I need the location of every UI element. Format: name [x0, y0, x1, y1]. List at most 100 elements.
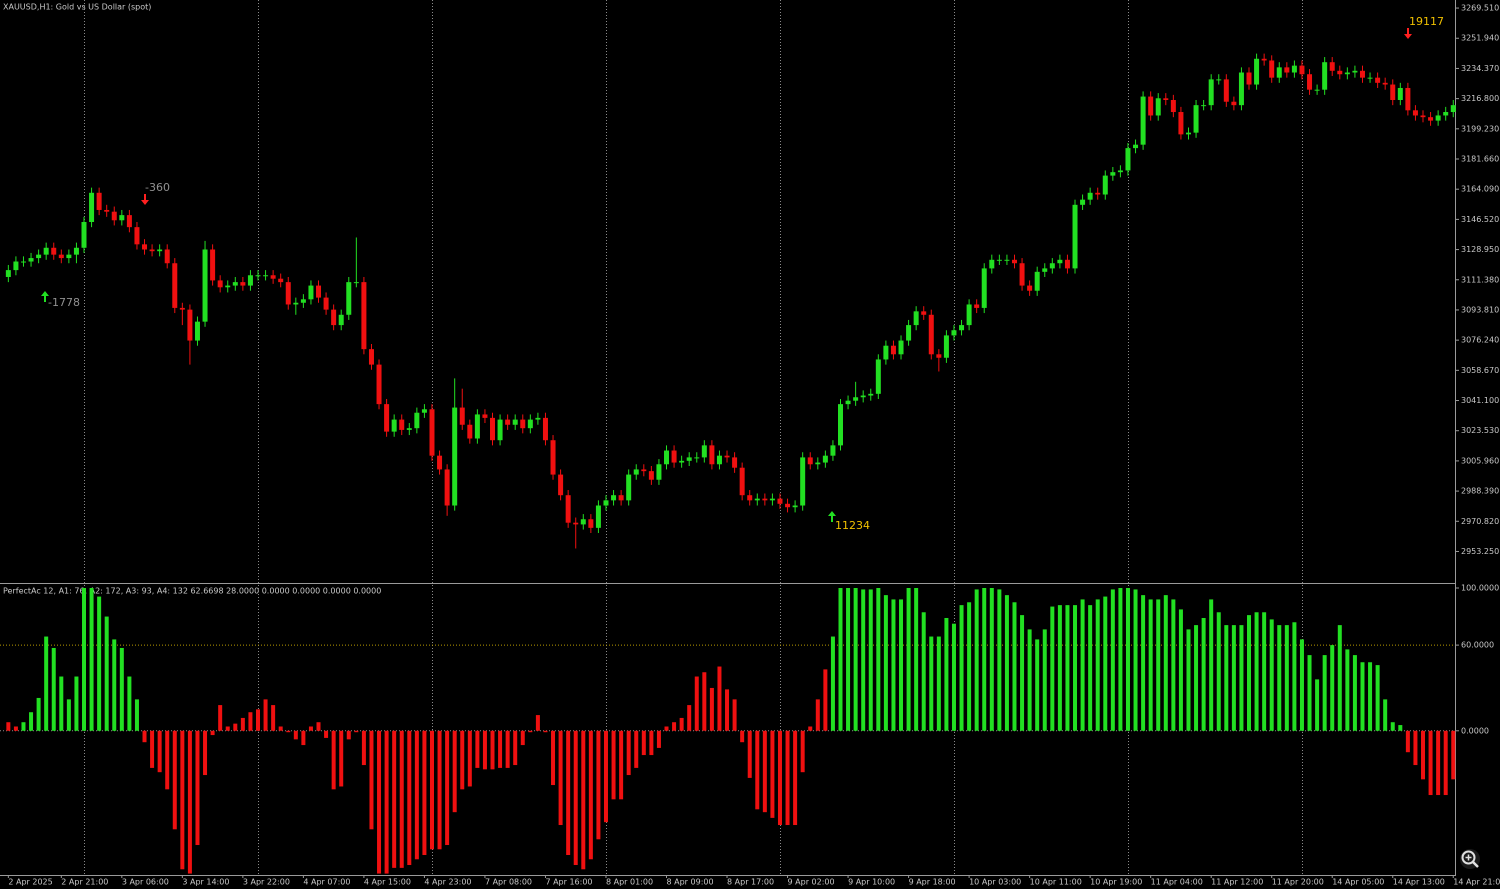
signal-arrow	[1404, 28, 1412, 39]
zoom-handle[interactable]	[1472, 861, 1479, 868]
histogram-bar	[868, 589, 873, 731]
candle-body	[1254, 58, 1260, 85]
histogram-bar	[1231, 625, 1236, 731]
candle-body	[800, 457, 806, 506]
histogram-bar	[1368, 662, 1373, 731]
candle-body	[1420, 115, 1426, 118]
histogram-bar	[180, 730, 185, 870]
histogram-bar	[1178, 609, 1183, 731]
candle-body	[1299, 65, 1305, 75]
histogram-bar	[982, 587, 987, 731]
y-tick-label: 3269.510	[1461, 4, 1499, 13]
y-tick-label: 3251.940	[1461, 34, 1499, 43]
histogram-bar	[1421, 730, 1426, 780]
histogram-bar	[1360, 662, 1365, 731]
histogram-bar	[1436, 730, 1441, 796]
histogram-bar	[13, 726, 18, 731]
histogram-bar	[104, 616, 109, 731]
histogram-bar	[649, 730, 654, 756]
histogram-bar	[377, 730, 382, 874]
y-tick-label: 3076.240	[1461, 336, 1499, 345]
signal-arrow	[141, 194, 149, 205]
annotation: -1778	[48, 296, 80, 309]
candle-body	[164, 249, 170, 264]
histogram-bar	[445, 730, 450, 846]
candle-body	[293, 302, 299, 305]
candle-body	[285, 282, 291, 305]
histogram-bar	[399, 730, 404, 868]
candle-body	[1223, 79, 1229, 102]
histogram-bar	[218, 705, 223, 731]
histogram-bar	[770, 730, 775, 818]
indicator-title: PerfectAc 12, A1: 76, A2: 172, A3: 93, A…	[3, 587, 381, 596]
candle-body	[36, 254, 42, 259]
x-tick-label: 11 Apr 04:00	[1151, 878, 1203, 887]
x-tick-label: 10 Apr 03:00	[969, 878, 1021, 887]
histogram-bar	[679, 717, 684, 731]
candle-body	[959, 325, 965, 331]
histogram-bar	[641, 730, 646, 756]
histogram-bar	[346, 730, 351, 740]
candle-body	[73, 247, 79, 255]
candle-body	[1208, 79, 1214, 106]
chart-title: XAUUSD,H1: Gold vs US Dollar (spot)	[3, 3, 151, 12]
histogram-bar	[1141, 595, 1146, 731]
histogram-bar	[1405, 730, 1410, 753]
histogram-bar	[452, 730, 457, 813]
annotation: -360	[145, 181, 170, 194]
histogram-bar	[66, 699, 71, 731]
candle-body	[368, 349, 374, 365]
candle-body	[1397, 87, 1403, 101]
x-tick-label: 8 Apr 09:00	[667, 878, 714, 887]
candle-body	[838, 404, 843, 446]
candle-body	[270, 275, 276, 279]
candle-body	[1140, 96, 1146, 145]
x-tick-label: 11 Apr 12:00	[1211, 878, 1263, 887]
candle-body	[1231, 101, 1237, 106]
zoom-lens[interactable]	[1461, 850, 1476, 865]
candle-body	[429, 409, 435, 456]
x-tick-label: 14 Apr 05:00	[1332, 878, 1384, 887]
candle-body	[459, 407, 465, 425]
candle-body	[505, 419, 511, 425]
histogram-bar	[581, 730, 586, 870]
candle-body	[263, 275, 269, 277]
candle-body	[890, 345, 896, 355]
candle-body	[217, 280, 223, 288]
candle-body	[664, 450, 670, 465]
histogram-bar	[709, 687, 714, 731]
y-tick-label: 3093.810	[1461, 305, 1499, 314]
x-tick-label: 10 Apr 19:00	[1090, 878, 1142, 887]
x-tick-label: 14 Apr 21:00	[1453, 878, 1500, 887]
histogram-bar	[1383, 699, 1388, 731]
histogram-bar	[112, 639, 117, 731]
x-tick-label: 7 Apr 08:00	[485, 878, 532, 887]
y-tick-label: 3234.370	[1461, 64, 1499, 73]
candle-body	[1193, 105, 1199, 133]
candle-body	[96, 192, 102, 210]
histogram-bar	[1292, 622, 1297, 731]
histogram-bar	[460, 730, 465, 790]
candle-body	[989, 259, 995, 269]
candle-body	[701, 445, 707, 458]
histogram-bar	[1224, 625, 1229, 731]
histogram-bar	[293, 730, 298, 740]
histogram-bar	[793, 730, 798, 826]
candle-body	[951, 330, 957, 336]
histogram-bar	[785, 730, 790, 826]
candle-body	[1337, 70, 1343, 75]
histogram-bar	[861, 589, 866, 731]
histogram-bar	[1027, 629, 1032, 731]
candle-body	[437, 455, 443, 470]
histogram-bar	[899, 599, 904, 731]
histogram-bar	[974, 589, 979, 731]
histogram-bar	[1428, 730, 1433, 796]
y-tick-label: 3111.380	[1461, 275, 1499, 284]
y-tick-label: 3058.670	[1461, 366, 1499, 375]
annotation: 11234	[835, 519, 870, 532]
candle-body	[1307, 74, 1313, 90]
candle-body	[981, 268, 987, 308]
zoom-button[interactable]	[1460, 849, 1480, 869]
candle-body	[20, 261, 26, 263]
candle-body	[444, 469, 450, 506]
